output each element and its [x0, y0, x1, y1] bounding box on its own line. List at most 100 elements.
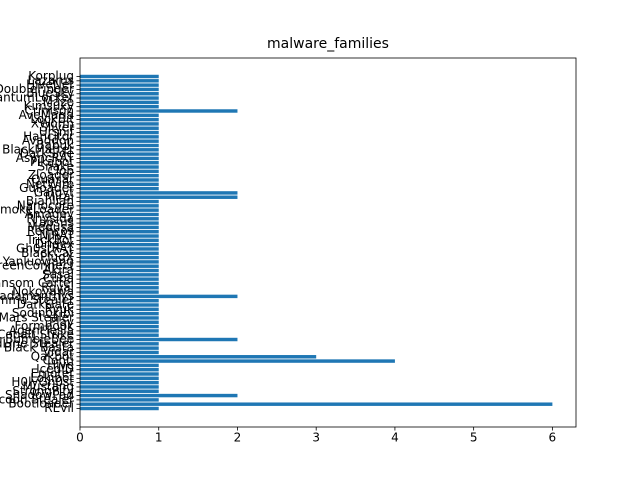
x-tick-label: 3: [312, 431, 320, 445]
y-tick-label: Cuba: [43, 272, 74, 286]
bar: [80, 148, 159, 152]
bar: [80, 195, 238, 199]
bar: [80, 178, 159, 182]
bar: [80, 277, 159, 281]
bar: [80, 273, 159, 277]
x-tick-label: 0: [76, 431, 84, 445]
bar: [80, 186, 159, 191]
y-tick-label: Lokibot: [30, 371, 74, 385]
bar: [80, 126, 159, 130]
y-tick-label: LockBit: [30, 112, 74, 126]
y-tick-label: Zloader: [28, 168, 74, 182]
bar: [80, 234, 159, 238]
bar: [80, 389, 159, 393]
x-tick-label: 6: [549, 431, 557, 445]
y-tick-label: Dridex: [35, 237, 74, 251]
bar: [80, 255, 159, 260]
bar: [80, 152, 159, 156]
bar: [80, 372, 159, 376]
y-tick-label: Medusa: [27, 220, 74, 234]
x-tick-label: 4: [391, 431, 399, 445]
y-tick-label: IcedID: [36, 362, 74, 376]
bar: [80, 104, 159, 109]
bar: [80, 130, 159, 135]
bar: [80, 342, 159, 346]
y-tick-label: HiveNet: [26, 78, 74, 92]
y-tick-label: Play: [49, 315, 74, 329]
bar: [80, 143, 159, 148]
bar: [80, 320, 159, 324]
y-tick-label: TrickBot: [25, 233, 74, 247]
y-tick-label: PlugX: [40, 250, 74, 264]
y-tick-label: Yanluowang: [2, 254, 74, 268]
y-tick-label: Clop: [47, 164, 74, 178]
bar: [80, 247, 159, 251]
bar: [80, 316, 159, 320]
bar: [80, 268, 159, 273]
bar: [80, 363, 159, 368]
bar: [80, 87, 159, 92]
y-tick-label: Nokoyawa: [12, 285, 74, 299]
y-tick-label: Black Basta: [4, 341, 74, 355]
y-tick-label: Cobalt Strike: [0, 328, 74, 342]
y-tick-label: Bianlian: [26, 194, 74, 208]
bar: [80, 117, 159, 122]
y-tick-label: Crimson: [24, 103, 74, 117]
bar: [80, 83, 159, 87]
y-tick-label: RedLine Stealer: [0, 336, 74, 350]
bar: [80, 238, 159, 243]
y-tick-label: SmokeLoader: [0, 203, 74, 217]
y-tick-label: Formbook: [15, 319, 75, 333]
y-tick-label: Ursnif: [39, 125, 75, 139]
bar: [80, 79, 159, 83]
y-tick-label: BumbleBee: [5, 332, 74, 346]
bar: [80, 402, 553, 406]
chart-title: malware_families: [267, 36, 389, 52]
bar: [80, 406, 159, 411]
bar: [80, 264, 159, 268]
y-tick-label: ScreenConnect: [0, 259, 74, 273]
bar: [80, 298, 159, 303]
bar: [80, 398, 159, 402]
y-tick-label: BlackCat: [21, 246, 74, 260]
bar: [80, 307, 159, 312]
bar: [80, 367, 159, 372]
bar: [80, 109, 238, 113]
y-tick-label: Vidar: [43, 345, 74, 359]
bar: [80, 156, 159, 161]
y-tick-label: Qakbot: [31, 349, 75, 363]
y-tick-label: Bootloader: [8, 397, 74, 411]
bar: [80, 393, 238, 398]
bar: [80, 376, 159, 381]
bar: [80, 337, 238, 342]
bar: [80, 165, 159, 169]
bar: [80, 212, 159, 217]
y-tick-label: Mirai: [45, 190, 74, 204]
x-tick-label: 1: [155, 431, 163, 445]
y-tick-label: DoubleFinger: [0, 82, 74, 96]
y-tick-label: AveMaria: [19, 108, 74, 122]
y-tick-label: Mars Stealer: [0, 310, 74, 324]
y-tick-label: Babuk: [36, 138, 74, 152]
bar: [80, 113, 159, 118]
bar: [80, 229, 159, 234]
y-tick-label: AsyncRAT: [16, 151, 75, 165]
y-tick-label: Pikabot: [30, 155, 74, 169]
bar: [80, 251, 159, 256]
y-tick-label: Emotet: [31, 367, 75, 381]
y-tick-label: Gafgyt: [34, 185, 75, 199]
y-tick-label: ShadowPad: [5, 388, 74, 402]
y-tick-label: AgentTesla: [9, 323, 74, 337]
y-tick-label: BlackMatter: [2, 142, 74, 156]
bar: [80, 169, 159, 174]
bar: [80, 161, 159, 165]
bar: [80, 324, 159, 329]
y-tick-label: Conti: [43, 354, 74, 368]
bar: [80, 100, 159, 105]
y-tick-label: BlueSky: [26, 86, 74, 100]
y-tick-label: DarkSide: [20, 147, 74, 161]
y-tick-label: QuantumLocker: [0, 91, 74, 105]
bar: [80, 96, 159, 100]
y-tick-label: Lumma Stealer: [0, 293, 74, 307]
